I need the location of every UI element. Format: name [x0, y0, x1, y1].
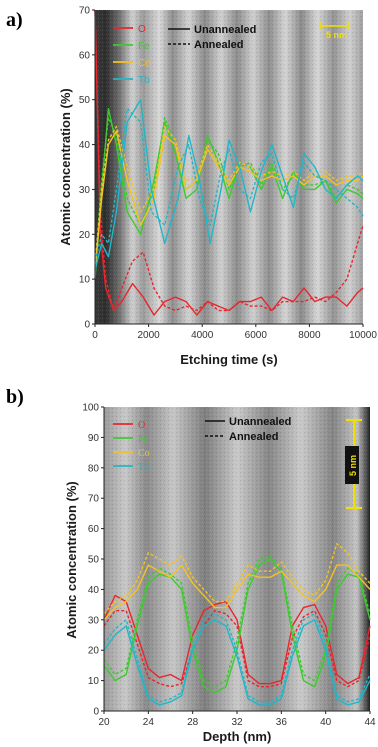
y-tick-label: 20: [88, 646, 100, 657]
scale-bar-label: 5 nm: [326, 30, 347, 40]
x-tick-label: 2000: [137, 330, 160, 341]
panel-b-label: b): [6, 386, 24, 408]
panel-a-ticks: 0 2000 4000 6000 8000 10000 0 10 20 30 40 50 60 70: [79, 6, 377, 342]
y-tick-label: 10: [88, 676, 100, 687]
x-tick-label: 4000: [191, 330, 214, 341]
legend-unannealed: Unannealed: [194, 24, 256, 36]
y-tick-label: 10: [79, 275, 91, 286]
x-tick-label: 40: [320, 717, 332, 728]
panel-b-plot: [103, 543, 371, 706]
panel-b: b) 20 24 28 32 36 40 440102030405060708090100 …: [6, 386, 376, 744]
series-tb-annealed-line: [103, 613, 371, 703]
series-fe-unannealed-line: [103, 558, 371, 694]
x-tick-label: 36: [276, 717, 288, 728]
legend-label-fe: Fe: [138, 41, 150, 52]
y-tick-label: 40: [79, 140, 91, 151]
y-tick-label: 100: [82, 403, 99, 414]
panel-b-tem-noise: [104, 407, 370, 711]
series-tb-unannealed-line: [103, 619, 371, 706]
legend-label-tb: Tb: [138, 462, 149, 473]
y-tick-label: 70: [88, 494, 100, 505]
x-tick-label: 6000: [245, 330, 268, 341]
legend-label-fe: Fe: [138, 434, 149, 445]
legend-label-tb: Tb: [138, 75, 150, 86]
series-co-annealed-line: [94, 125, 364, 266]
panel-b-scale-bar: 5 nm: [345, 419, 362, 509]
scale-bar-label: 5 nm: [348, 455, 358, 476]
series-tb-annealed-line: [94, 107, 364, 262]
series-co-unannealed-line: [103, 564, 371, 621]
panel-a-element-legend: O Fe Co Tb: [113, 24, 151, 86]
y-tick-label: 90: [88, 433, 100, 444]
legend-label-co: Co: [138, 448, 150, 459]
series-o-annealed-line: [103, 610, 371, 688]
panel-b-element-legend: O Fe Co Tb: [113, 420, 150, 473]
legend-annealed: Annealed: [194, 39, 244, 51]
x-tick-label: 20: [98, 717, 110, 728]
legend-label-co: Co: [138, 58, 151, 69]
y-tick-label: 80: [88, 463, 100, 474]
panel-a-plot: [94, 9, 364, 316]
y-tick-label: 0: [93, 707, 99, 718]
x-tick-label: 44: [364, 717, 376, 728]
y-tick-label: 50: [79, 95, 91, 106]
y-tick-label: 50: [88, 555, 100, 566]
legend-unannealed: Unannealed: [229, 416, 291, 428]
y-tick-label: 20: [79, 230, 91, 241]
panel-a-label: a): [6, 9, 23, 31]
y-tick-label: 60: [79, 50, 91, 61]
y-tick-label: 0: [84, 320, 90, 331]
x-tick-label: 28: [187, 717, 199, 728]
scale-bar-label-box: [345, 446, 359, 484]
panel-a-y-axis-title: Atomic concentration (%): [58, 88, 73, 245]
x-tick-label: 10000: [349, 330, 377, 341]
panel-b-y-axis-title: Atomic concentration (%): [64, 481, 79, 638]
y-tick-label: 60: [88, 524, 100, 535]
series-o-unannealed-line: [103, 594, 371, 685]
panel-a-tem-noise: [95, 10, 363, 324]
series-co-unannealed-line: [94, 130, 364, 271]
legend-label-o: O: [138, 24, 146, 35]
panel-b-x-axis-title: Depth (nm): [203, 729, 272, 744]
panel-a-scale-bar: 5 nm: [319, 22, 349, 40]
y-tick-label: 40: [88, 585, 100, 596]
y-tick-label: 30: [79, 185, 91, 196]
legend-annealed: Annealed: [229, 431, 279, 443]
panel-a-style-legend: Unannealed Annealed: [168, 24, 256, 51]
series-tb-unannealed-line: [94, 98, 364, 271]
x-tick-label: 0: [92, 330, 98, 341]
x-tick-label: 8000: [298, 330, 321, 341]
series-co-annealed-line: [103, 543, 371, 615]
panel-a-x-axis-title: Etching time (s): [180, 352, 278, 367]
panel-b-style-legend: Unannealed Annealed: [205, 416, 291, 443]
x-tick-label: 24: [143, 717, 155, 728]
panel-a: a) 0 2000 4000 6000 8000 10000 0 10 20 30 40 50 60 70…: [6, 6, 377, 368]
x-tick-label: 32: [231, 717, 243, 728]
y-tick-label: 30: [88, 615, 100, 626]
series-o-annealed-line: [94, 9, 364, 312]
legend-label-o: O: [138, 420, 145, 431]
y-tick-label: 70: [79, 6, 91, 17]
panel-b-ticks: 20 24 28 32 36 40 44 0 10 20 30 40 50 60 70 80 90 100: [82, 403, 376, 729]
